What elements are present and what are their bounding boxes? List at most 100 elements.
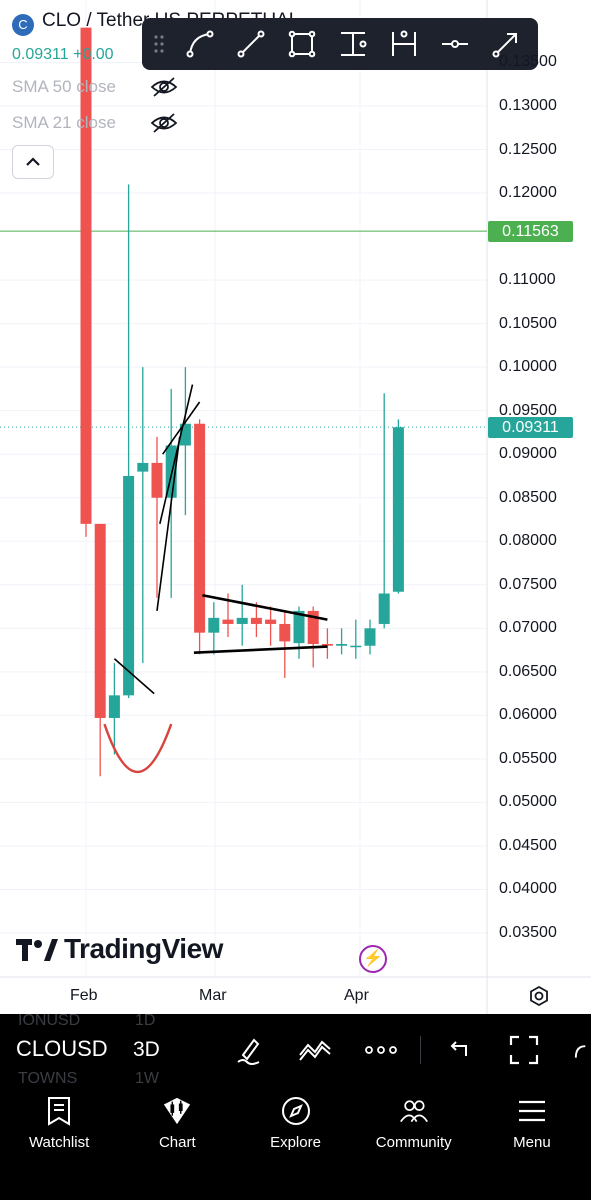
price-change: 0.09311 +0.00 (12, 46, 114, 63)
tradingview-watermark: TradingView (16, 933, 223, 965)
candle (321, 628, 333, 659)
indicators-button[interactable] (297, 1032, 333, 1068)
undo-icon (450, 1041, 467, 1056)
candle-body (123, 475, 135, 696)
candle (179, 367, 191, 516)
drawing-toolbar (142, 18, 538, 70)
candle-body (236, 617, 248, 624)
pen-icon (237, 1038, 260, 1065)
time-axis-label: Apr (344, 987, 369, 1004)
menu-icon (518, 1100, 545, 1122)
candles-layer (80, 27, 404, 777)
candle (364, 619, 376, 655)
trend-line-icon (237, 30, 265, 58)
trend-line-drawing (159, 384, 194, 525)
eye-slash-icon[interactable] (150, 112, 178, 134)
candle (165, 388, 177, 598)
price-axis-label: 0.07000 (499, 619, 557, 637)
candle (350, 619, 362, 659)
indicator-wave-icon (299, 1040, 331, 1061)
price-axis-label: 0.09000 (499, 445, 557, 463)
candle-body (194, 423, 206, 633)
redo-button[interactable] (572, 1032, 591, 1068)
drag-handle-icon[interactable] (152, 33, 166, 55)
draw-button[interactable] (232, 1032, 268, 1068)
collapse-indicators-button[interactable] (12, 145, 54, 179)
price-axis-label: 0.08500 (499, 488, 557, 506)
price-axis-label: 0.04000 (499, 880, 557, 898)
nav-label: Community (375, 1134, 452, 1151)
redo-icon (574, 1045, 586, 1058)
nav-community[interactable]: Community (355, 1086, 473, 1200)
candle (80, 27, 92, 537)
community-icon (399, 1100, 428, 1123)
candle-body (94, 523, 106, 718)
price-axis-label: 0.12500 (499, 140, 557, 158)
more-button[interactable] (363, 1032, 399, 1068)
more-dots-icon (365, 1046, 397, 1054)
timeframe-scroll-prev: 1D (135, 1014, 156, 1029)
current-price-tag: 0.09311 (488, 417, 573, 439)
indicator-sma-21[interactable]: SMA 21 close (12, 113, 116, 132)
price-axis-label: 0.10000 (499, 358, 557, 376)
chart-grid (0, 0, 487, 977)
candle (236, 584, 248, 646)
candle-body (108, 695, 120, 718)
price-axis-label: 0.08000 (499, 532, 557, 550)
horizontal-ray-button[interactable] (435, 24, 475, 64)
nav-label: Watchlist (28, 1134, 90, 1151)
price-range-button[interactable] (333, 24, 373, 64)
candle (279, 610, 291, 678)
candle (265, 606, 277, 646)
eye-slash-icon[interactable] (150, 76, 178, 98)
coin-logo-icon: C (12, 14, 34, 36)
nav-label: Menu (513, 1134, 551, 1151)
candle-body (250, 617, 262, 624)
arrow-button[interactable] (486, 24, 526, 64)
candle-body (222, 619, 234, 624)
price-axis-label: 0.13000 (499, 97, 557, 114)
bottom-navigation: Watchlist Chart Explore Community Menu (0, 1086, 591, 1200)
indicator-sma-50[interactable]: SMA 50 close (12, 77, 116, 96)
undo-button[interactable] (440, 1032, 476, 1068)
lightning-icon[interactable]: ⚡ (359, 945, 387, 973)
nav-menu[interactable]: Menu (473, 1086, 591, 1200)
candle-body (208, 617, 220, 633)
toolbar-separator (420, 1036, 421, 1064)
candle-body (307, 610, 319, 644)
price-axis-label: 0.06500 (499, 662, 557, 680)
price-axis-label: 0.13500 (499, 53, 557, 70)
candle-body (378, 593, 390, 624)
brand-name: TradingView (64, 933, 223, 964)
candle-body (279, 623, 291, 642)
price-axis-label: 0.10500 (499, 314, 557, 332)
tradingview-logo-icon (16, 939, 58, 961)
horizontal-ray-icon (442, 40, 468, 48)
nav-watchlist[interactable]: Watchlist (0, 1086, 118, 1200)
candle-body (165, 445, 177, 498)
nav-chart[interactable]: Chart (118, 1086, 236, 1200)
candle-body (364, 628, 376, 646)
compass-icon (281, 1097, 310, 1125)
nav-explore[interactable]: Explore (236, 1086, 354, 1200)
time-axis-label: Mar (199, 987, 227, 1004)
path-tool-button[interactable] (180, 24, 220, 64)
time-axis-label: Feb (70, 987, 98, 1004)
date-range-button[interactable] (384, 24, 424, 64)
candle (151, 436, 163, 598)
price-chart[interactable] (0, 0, 591, 1014)
settings-icon[interactable] (528, 985, 550, 1007)
fullscreen-button[interactable] (506, 1032, 542, 1068)
watchlist-icon (48, 1097, 71, 1126)
fullscreen-icon (509, 1035, 539, 1065)
candle-body (80, 27, 92, 524)
candle-body (392, 427, 404, 592)
date-range-icon (392, 30, 416, 56)
symbol-selector[interactable]: CLOUSD (16, 1036, 108, 1061)
candle-body (137, 462, 149, 472)
timeframe-selector[interactable]: 3D (133, 1038, 160, 1061)
price-axis-label: 0.07500 (499, 575, 557, 593)
timeframe-scroll-next: 1W (135, 1070, 159, 1086)
rectangle-button[interactable] (282, 24, 322, 64)
trend-line-button[interactable] (231, 24, 271, 64)
